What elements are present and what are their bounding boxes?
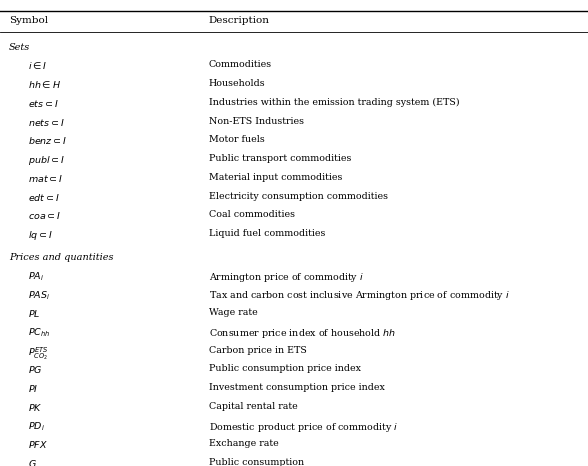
Text: Public consumption: Public consumption — [209, 458, 304, 466]
Text: Symbol: Symbol — [9, 16, 48, 25]
Text: $PD_i$: $PD_i$ — [28, 421, 45, 433]
Text: Households: Households — [209, 79, 265, 88]
Text: $hh \in H$: $hh \in H$ — [28, 79, 61, 90]
Text: Armington price of commodity $i$: Armington price of commodity $i$ — [209, 271, 364, 284]
Text: Non-ETS Industries: Non-ETS Industries — [209, 116, 304, 126]
Text: $lq \subset I$: $lq \subset I$ — [28, 229, 53, 242]
Text: $mat \subset I$: $mat \subset I$ — [28, 173, 64, 184]
Text: Coal commodities: Coal commodities — [209, 211, 295, 219]
Text: $publ \subset I$: $publ \subset I$ — [28, 154, 65, 167]
Text: $nets \subset I$: $nets \subset I$ — [28, 116, 65, 128]
Text: $i \in I$: $i \in I$ — [28, 61, 48, 71]
Text: Description: Description — [209, 16, 270, 25]
Text: $P^{ETS}_{CO_2}$: $P^{ETS}_{CO_2}$ — [28, 346, 49, 362]
Text: $PC_{hh}$: $PC_{hh}$ — [28, 327, 51, 339]
Text: Prices and quantities: Prices and quantities — [9, 254, 113, 262]
Text: $PI$: $PI$ — [28, 383, 39, 394]
Text: Motor fuels: Motor fuels — [209, 136, 265, 144]
Text: Investment consumption price index: Investment consumption price index — [209, 383, 385, 392]
Text: Consumer price index of household $hh$: Consumer price index of household $hh$ — [209, 327, 396, 340]
Text: Material input commodities: Material input commodities — [209, 173, 342, 182]
Text: Capital rental rate: Capital rental rate — [209, 402, 298, 411]
Text: $PK$: $PK$ — [28, 402, 43, 413]
Text: Public transport commodities: Public transport commodities — [209, 154, 351, 163]
Text: Sets: Sets — [9, 43, 30, 52]
Text: Carbon price in ETS: Carbon price in ETS — [209, 346, 306, 355]
Text: $PL$: $PL$ — [28, 308, 41, 319]
Text: $PA_i$: $PA_i$ — [28, 271, 44, 283]
Text: Tax and carbon cost inclusive Armington price of commodity $i$: Tax and carbon cost inclusive Armington … — [209, 289, 510, 302]
Text: $G$: $G$ — [28, 458, 37, 466]
Text: Electricity consumption commodities: Electricity consumption commodities — [209, 192, 387, 201]
Text: Exchange rate: Exchange rate — [209, 439, 279, 448]
Text: $benz \subset I$: $benz \subset I$ — [28, 136, 68, 146]
Text: $PAS_i$: $PAS_i$ — [28, 289, 51, 302]
Text: $coa \subset I$: $coa \subset I$ — [28, 211, 61, 221]
Text: $PFX$: $PFX$ — [28, 439, 48, 451]
Text: Public consumption price index: Public consumption price index — [209, 364, 361, 373]
Text: $ets \subset I$: $ets \subset I$ — [28, 98, 59, 109]
Text: Wage rate: Wage rate — [209, 308, 258, 317]
Text: Liquid fuel commodities: Liquid fuel commodities — [209, 229, 325, 238]
Text: Commodities: Commodities — [209, 61, 272, 69]
Text: Industries within the emission trading system (ETS): Industries within the emission trading s… — [209, 98, 459, 107]
Text: $PG$: $PG$ — [28, 364, 43, 376]
Text: $edt \subset I$: $edt \subset I$ — [28, 192, 60, 203]
Text: Domestic product price of commodity $i$: Domestic product price of commodity $i$ — [209, 421, 398, 434]
